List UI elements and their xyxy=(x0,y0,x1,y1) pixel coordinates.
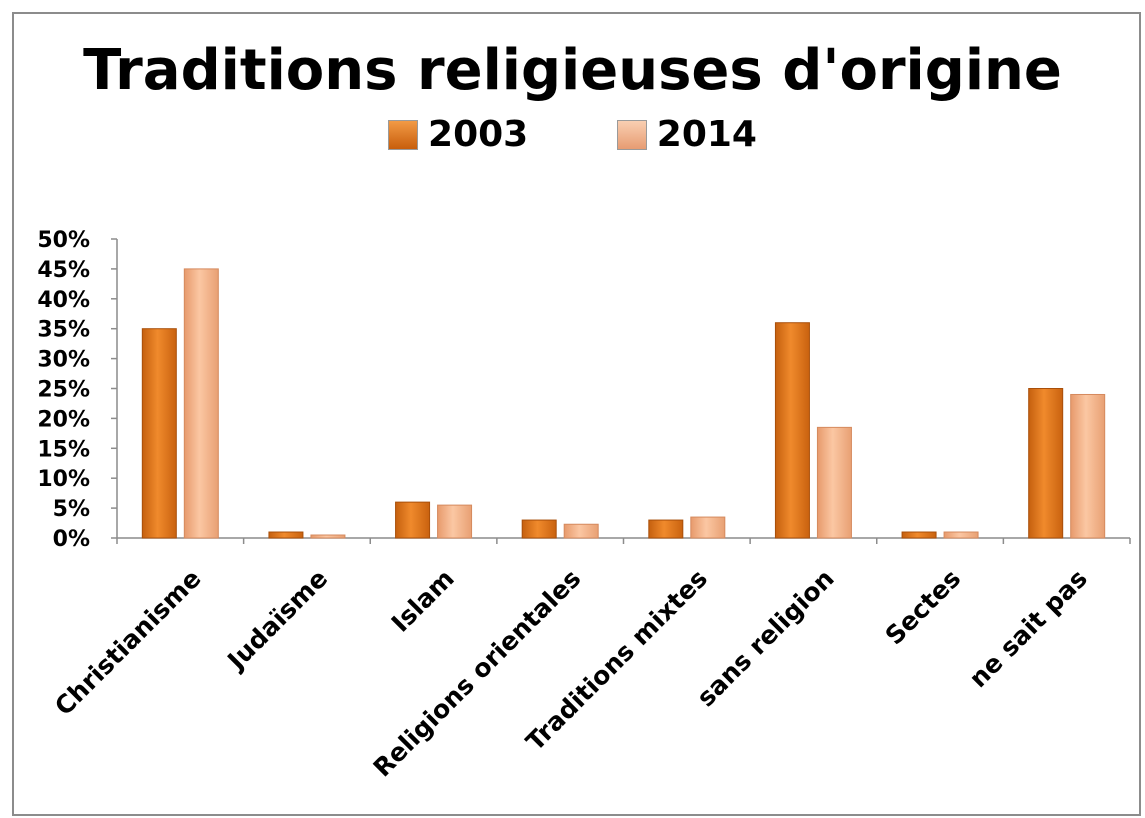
legend-swatch-2014 xyxy=(616,119,647,150)
y-tick-label: 15% xyxy=(37,437,90,462)
y-tick-label: 0% xyxy=(53,527,90,552)
bar-2003-5 xyxy=(774,322,810,539)
y-tick-label: 10% xyxy=(37,467,90,492)
y-tick-label: 20% xyxy=(37,407,90,432)
bar-2003-7 xyxy=(1028,388,1064,539)
bar-2014-3 xyxy=(563,523,599,539)
y-tick-label: 35% xyxy=(37,318,90,343)
bar-2014-6 xyxy=(943,531,979,539)
bar-2003-3 xyxy=(521,519,557,539)
bar-2014-7 xyxy=(1070,393,1106,539)
y-tick-label: 25% xyxy=(37,378,90,403)
x-category-label: Islam xyxy=(386,564,460,638)
chart-legend: 2003 2014 xyxy=(0,114,1145,159)
y-tick-label: 45% xyxy=(37,258,90,283)
legend-item-2014: 2014 xyxy=(616,114,757,155)
x-category-label: Religions orientales xyxy=(368,564,587,783)
x-category-label: Judaïsme xyxy=(221,564,334,677)
x-category-label: Christianisme xyxy=(49,564,206,721)
x-category-label: ne sait pas xyxy=(963,564,1092,693)
bar-2014-1 xyxy=(310,534,346,539)
bar-2003-4 xyxy=(648,519,684,539)
y-tick-label: 30% xyxy=(37,348,90,373)
y-tick-label: 40% xyxy=(37,288,90,313)
bar-2014-5 xyxy=(816,426,852,539)
legend-label-2014: 2014 xyxy=(656,114,757,155)
bar-2014-2 xyxy=(437,504,473,539)
y-tick-label: 5% xyxy=(53,497,90,522)
bar-2003-0 xyxy=(141,328,177,539)
legend-label-2003: 2003 xyxy=(428,114,529,155)
legend-swatch-2003 xyxy=(388,119,419,150)
legend-item-2003: 2003 xyxy=(388,114,528,155)
x-category-label: sans religion xyxy=(691,564,839,712)
bar-2003-6 xyxy=(901,531,937,539)
y-tick-label: 50% xyxy=(37,228,90,253)
bar-2003-2 xyxy=(395,501,431,539)
bar-2014-0 xyxy=(183,268,219,539)
x-category-label: Sectes xyxy=(880,564,967,651)
chart-title: Traditions religieuses d'origine xyxy=(83,38,1062,103)
bar-2003-1 xyxy=(268,531,304,539)
bar-2014-4 xyxy=(690,516,726,539)
